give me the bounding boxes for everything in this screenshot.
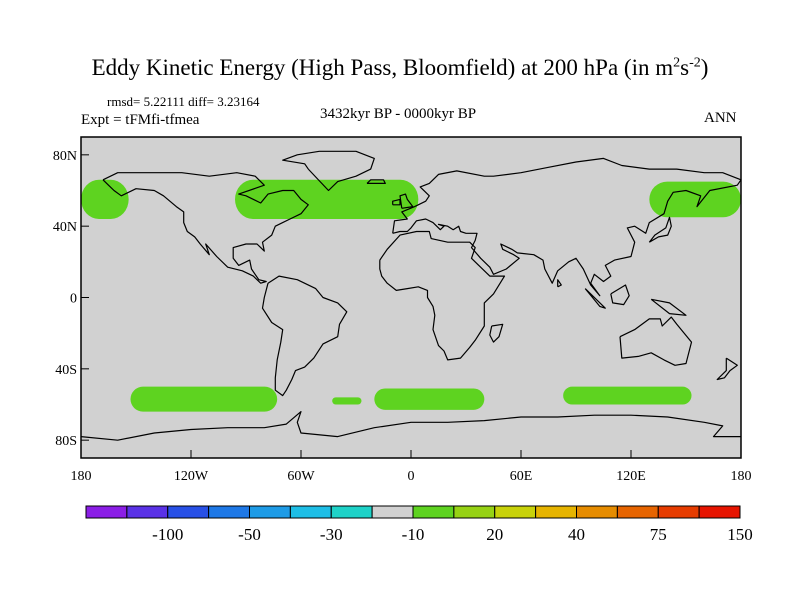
region-north-pacific-east	[81, 179, 129, 220]
coastline-1	[282, 150, 375, 192]
colorbar-label: -30	[320, 525, 343, 544]
x-tick-label: 0	[408, 469, 415, 484]
x-tick-label: 120W	[174, 469, 209, 484]
x-tick-label: 180	[731, 469, 752, 484]
anomaly-regions	[81, 179, 741, 412]
stats-label: rmsd= 5.22111 diff= 3.23164	[107, 94, 260, 109]
coastline-3	[392, 157, 742, 297]
region-south-pacific	[130, 386, 278, 412]
coastline-7	[716, 357, 738, 381]
y-tick-label: 80S	[55, 434, 77, 449]
colorbar-label: -10	[402, 525, 425, 544]
colorbar-label: -50	[238, 525, 261, 544]
x-tick-label: 60E	[510, 469, 533, 484]
region-south-atlantic-small	[332, 397, 362, 405]
colorbar-label: 40	[568, 525, 585, 544]
colorbar-swatch	[85, 505, 128, 519]
colorbar-swatch	[249, 505, 291, 519]
colorbar-swatch	[208, 505, 250, 519]
coastline-9	[392, 198, 401, 206]
coastline-15	[557, 279, 562, 288]
colorbar-swatch	[698, 505, 741, 519]
coastlines	[80, 150, 742, 441]
colorbar-swatch	[657, 505, 700, 519]
y-tick-label: 40S	[55, 363, 77, 378]
region-north-atlantic	[235, 179, 419, 220]
coastline-2	[261, 275, 348, 397]
colorbar-swatch	[371, 505, 414, 519]
colorbar-swatch	[412, 505, 455, 519]
axis-ticks: 180 120W 60W 0 60E 120E 180 80N 40N 0 40S 80S	[53, 149, 752, 484]
colorbar-swatch	[167, 505, 210, 519]
colorbar-label: -100	[152, 525, 183, 544]
map-plot: 180 120W 60W 0 60E 120E 180 80N 40N 0 40S 80S	[53, 136, 752, 484]
region-north-pacific-west	[649, 181, 741, 218]
coastline-10	[366, 179, 386, 184]
x-tick-label: 180	[71, 469, 92, 484]
period-label: 3432kyr BP - 0000kyr BP	[320, 106, 477, 122]
coastline-4	[379, 230, 506, 361]
coastline-11	[648, 216, 672, 243]
colorbar-swatch	[453, 505, 496, 519]
colorbar-swatch	[535, 505, 577, 519]
coastline-6	[619, 316, 693, 366]
colorbar-label: 20	[486, 525, 503, 544]
y-tick-label: 0	[70, 292, 77, 307]
colorbar-label: 75	[650, 525, 667, 544]
colorbar-swatch	[330, 505, 373, 519]
coastline-13	[584, 288, 606, 309]
y-tick-label: 40N	[53, 220, 77, 235]
y-tick-label: 80N	[53, 149, 77, 164]
colorbar-swatch	[289, 505, 332, 519]
x-tick-label: 60W	[287, 469, 315, 484]
coastline-5	[489, 323, 504, 343]
colorbar-label: 150	[727, 525, 753, 544]
coastline-16	[80, 411, 741, 441]
colorbar-swatch	[494, 505, 537, 519]
region-south-indian-east	[563, 386, 692, 405]
region-south-indian-west	[374, 388, 485, 410]
colorbar: -100 -50 -30 -10 20 40 75 150	[85, 505, 753, 544]
chart-title: Eddy Kinetic Energy (High Pass, Bloomfie…	[91, 55, 709, 80]
colorbar-swatch	[126, 505, 169, 519]
coastline-8	[399, 193, 414, 209]
colorbar-swatch	[616, 505, 659, 519]
x-tick-label: 120E	[616, 469, 646, 484]
experiment-label: Expt = tFMfi-tfmea	[81, 112, 200, 128]
colorbar-swatch	[576, 505, 618, 519]
coastline-0	[102, 172, 309, 284]
coastline-12	[610, 284, 630, 306]
season-label: ANN	[704, 110, 737, 126]
coastline-14	[650, 298, 687, 316]
